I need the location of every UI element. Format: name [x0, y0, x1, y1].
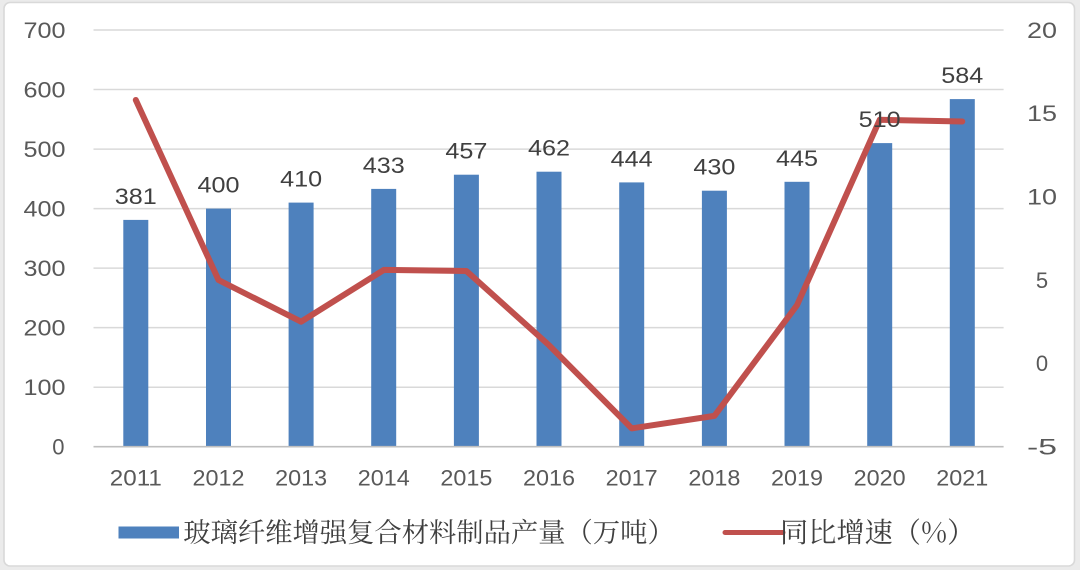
svg-text:2019: 2019 [771, 465, 823, 490]
svg-text:15: 15 [1027, 101, 1057, 126]
svg-text:430: 430 [693, 155, 735, 180]
svg-text:410: 410 [280, 167, 322, 192]
svg-text:5: 5 [1036, 268, 1048, 293]
svg-text:445: 445 [776, 146, 818, 171]
svg-text:700: 700 [24, 18, 66, 43]
svg-text:584: 584 [941, 63, 983, 88]
svg-text:600: 600 [24, 77, 66, 102]
svg-text:2017: 2017 [606, 465, 658, 490]
svg-text:2021: 2021 [936, 465, 988, 490]
svg-text:2015: 2015 [440, 465, 492, 490]
svg-text:200: 200 [24, 315, 66, 340]
svg-text:400: 400 [24, 196, 66, 221]
svg-text:0: 0 [52, 435, 64, 460]
svg-text:300: 300 [24, 256, 66, 281]
svg-text:2014: 2014 [358, 465, 410, 490]
svg-text:2012: 2012 [193, 465, 245, 490]
svg-text:2016: 2016 [523, 465, 575, 490]
svg-text:-5: -5 [1027, 435, 1057, 460]
svg-text:2013: 2013 [275, 465, 327, 490]
svg-text:2018: 2018 [688, 465, 740, 490]
svg-text:433: 433 [363, 153, 405, 178]
svg-text:400: 400 [198, 173, 240, 198]
svg-text:2011: 2011 [110, 465, 162, 490]
svg-text:510: 510 [859, 107, 901, 132]
svg-text:20: 20 [1027, 18, 1057, 43]
svg-text:462: 462 [528, 136, 570, 161]
svg-text:0: 0 [1036, 351, 1048, 376]
svg-text:10: 10 [1027, 185, 1057, 210]
svg-text:444: 444 [611, 146, 653, 171]
svg-text:381: 381 [115, 184, 157, 209]
svg-text:100: 100 [24, 375, 66, 400]
svg-text:457: 457 [445, 139, 487, 164]
svg-text:500: 500 [24, 137, 66, 162]
svg-text:2020: 2020 [854, 465, 906, 490]
